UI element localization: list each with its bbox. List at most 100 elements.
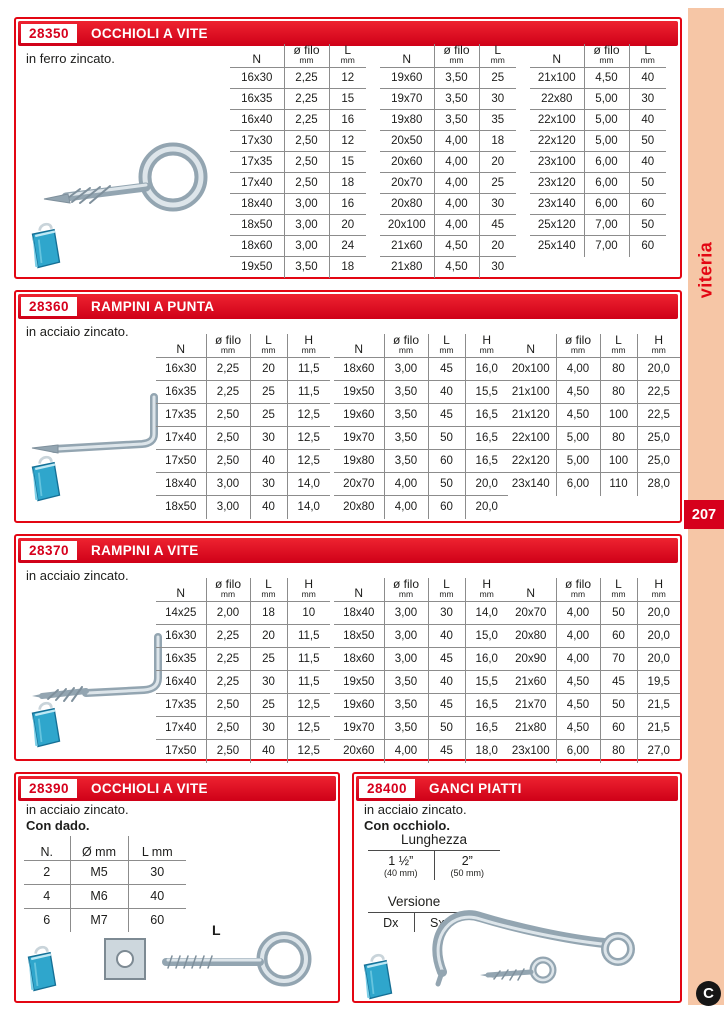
table-cell: 3,00 [383, 647, 428, 671]
table-cell: 25x140 [530, 235, 584, 257]
square-nut-image [104, 938, 146, 980]
screw-eye-image [43, 142, 208, 212]
table-row: 20x70 4,00 50 20,0 [506, 601, 680, 625]
pointed-hook-image [31, 393, 158, 454]
description-line: in acciaio zincato. [364, 802, 467, 817]
table-cell: 21x70 [506, 693, 556, 717]
table-cell: 25,0 [636, 449, 680, 473]
section-title: OCCHIOLI A VITE [91, 26, 208, 41]
table-cell: 22,5 [636, 380, 680, 404]
table-cell: 2,50 [205, 426, 250, 450]
table-cell: 18x40 [334, 601, 384, 625]
table-row: 23x120 6,00 50 [530, 172, 666, 194]
table-cell: 20 [478, 235, 516, 257]
table-cell: 17x35 [156, 403, 206, 427]
table-cell: 3,50 [383, 693, 428, 717]
table-cell: 6,00 [583, 172, 629, 194]
table-cell: 4,50 [555, 380, 600, 404]
table-cell: 18,0 [464, 739, 508, 763]
table-cell: 14x25 [156, 601, 206, 625]
column-header: N [526, 586, 536, 600]
section-title: OCCHIOLI A VITE [91, 781, 208, 796]
table-cell: 4,00 [383, 495, 428, 519]
table-cell: 22x100 [506, 426, 556, 450]
table-row: 16x30 2,25 20 11,5 [156, 624, 330, 648]
table-cell: 30 [478, 193, 516, 215]
table-row: 17x35 2,50 15 [230, 151, 366, 173]
table-cell: 5,00 [583, 88, 629, 110]
table-cell: 3,00 [283, 193, 329, 215]
table-cell: 45 [478, 214, 516, 236]
table-cell: 12,5 [286, 693, 330, 717]
table-cell: 21,5 [636, 716, 680, 740]
table-cell: 25 [249, 647, 287, 671]
table-cell: M6 [69, 883, 128, 908]
table-cell: 30 [478, 256, 516, 278]
table-cell: 21x80 [506, 716, 556, 740]
table-cell: 7,00 [583, 235, 629, 257]
table-row: 18x50 3,00 40 14,0 [156, 495, 330, 519]
table-cell: 19x60 [334, 403, 384, 427]
package-icon [360, 952, 396, 1000]
table-row: 20x90 4,00 70 20,0 [506, 647, 680, 671]
table-row: 19x70 3,50 30 [380, 88, 516, 110]
table-cell: 11,5 [286, 380, 330, 404]
table-row: 20x70 4,00 50 20,0 [334, 472, 508, 496]
table-cell: 30 [249, 670, 287, 694]
description-bold-note: Con dado. [26, 818, 90, 833]
table-cell: 14,0 [464, 601, 508, 625]
table-cell: 30 [127, 859, 186, 884]
column-header: N [354, 586, 364, 600]
table-cell: 20x80 [334, 495, 384, 519]
column-header: N [252, 52, 262, 66]
table-cell: 2,50 [283, 151, 329, 173]
table-cell: 15,0 [464, 624, 508, 648]
table-row: 17x35 2,50 25 12,5 [156, 693, 330, 717]
table-cell: 19x60 [380, 67, 434, 89]
table-cell: 20x70 [334, 472, 384, 496]
table-cell: 50 [599, 693, 637, 717]
table-cell: 2,25 [283, 88, 329, 110]
table-cell: 17x40 [230, 172, 284, 194]
table-cell: 60 [628, 193, 666, 215]
table-row: 20x60 4,00 20 [380, 151, 516, 173]
table-cell: 20,0 [464, 495, 508, 519]
table-cell: 11,5 [286, 357, 330, 381]
table-cell: 4,50 [555, 716, 600, 740]
table-cell: 4,00 [433, 214, 479, 236]
column-header: ø filo mm [205, 334, 250, 358]
table-cell: 25 [478, 172, 516, 194]
table-cell: 15,5 [464, 670, 508, 694]
table-cell: 45 [427, 647, 465, 671]
table-cell: 30 [249, 472, 287, 496]
table-row: 20x50 4,00 18 [380, 130, 516, 152]
table-cell: 18 [328, 256, 366, 278]
table-cell: 2,50 [283, 130, 329, 152]
table-cell: 2,00 [205, 601, 250, 625]
table-row: 21x100 4,50 80 22,5 [506, 380, 680, 404]
table-cell: 23x140 [530, 193, 584, 215]
section-description: in acciaio zincato. Con occhiolo. [364, 802, 467, 834]
table-cell: 20x70 [380, 172, 434, 194]
table-cell: 27,0 [636, 739, 680, 763]
table-cell: 14,0 [286, 495, 330, 519]
table-row: 23x140 6,00 60 [530, 193, 666, 215]
flat-hook-image [432, 910, 635, 987]
table-cell: 6 [24, 907, 70, 932]
table-cell: 17x35 [156, 693, 206, 717]
eye-bolt-image [162, 931, 312, 987]
table-row: 21x80 4,50 60 21,5 [506, 716, 680, 740]
table-cell: 12 [328, 67, 366, 89]
table-cell: 80 [599, 357, 637, 381]
table-cell: 4,50 [555, 670, 600, 694]
table-cell: 20 [249, 357, 287, 381]
table-cell: 20x60 [334, 739, 384, 763]
